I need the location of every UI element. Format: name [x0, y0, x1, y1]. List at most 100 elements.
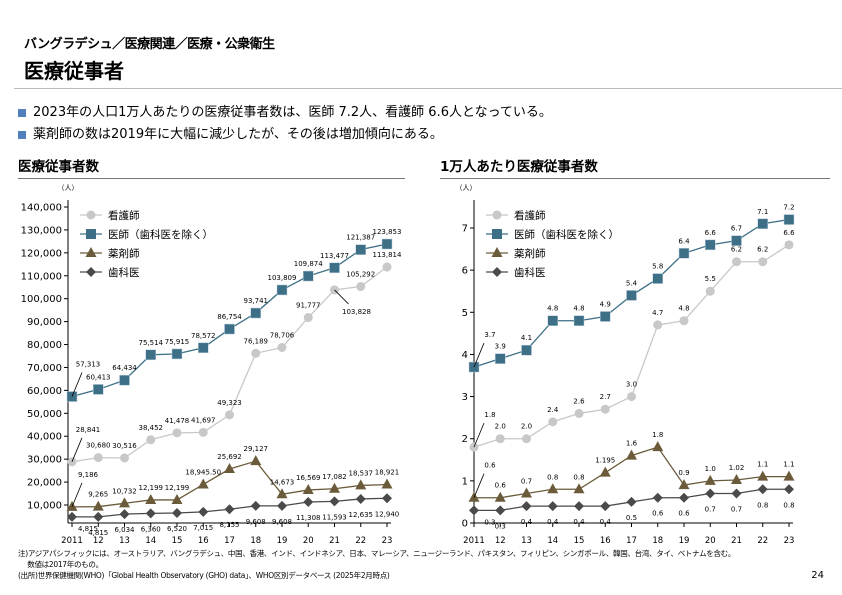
- marker-doctor: [355, 244, 366, 255]
- data-label-nurse: 30,516: [112, 442, 137, 450]
- data-label-nurse: 3.0: [626, 381, 637, 389]
- y-tick-label: 110,000: [21, 271, 62, 282]
- data-label-pharmacist: 29,127: [244, 445, 269, 453]
- x-tick-label: 20: [303, 536, 314, 546]
- y-tick-label: 50,000: [27, 409, 62, 420]
- marker-nurse: [627, 392, 636, 402]
- data-label-nurse: 49,323: [217, 399, 242, 407]
- marker-nurse: [522, 434, 531, 444]
- marker-doctor: [678, 248, 690, 259]
- data-label-nurse: 28,841: [76, 426, 101, 434]
- marker-doctor: [224, 323, 235, 335]
- data-label-dentist: 0.5: [626, 514, 637, 522]
- data-label-pharmacist: 0.8: [547, 473, 558, 481]
- y-tick-label: 4: [462, 350, 468, 361]
- bullet-item: 2023年の人口1万人あたりの医療従事者数は、医師 7.2人、看護師 6.6人と…: [18, 102, 552, 124]
- marker-dentist: [145, 508, 156, 519]
- data-label-doctor: 7.2: [783, 204, 794, 212]
- marker-dentist: [329, 496, 340, 507]
- marker-pharmacist: [329, 482, 340, 493]
- y-tick-label: 2: [462, 434, 468, 445]
- x-tick-label: 19: [277, 536, 288, 546]
- marker-nurse: [758, 257, 768, 267]
- y-tick-label: 70,000: [27, 363, 62, 374]
- data-label-pharmacist: 1.6: [626, 440, 638, 448]
- marker-doctor: [783, 214, 795, 225]
- data-label-nurse: 78,706: [270, 332, 295, 340]
- legend-marker-pharmacist: [85, 247, 97, 257]
- legend-label-nurse: 看護師: [514, 209, 546, 222]
- data-label-nurse: 103,828: [342, 308, 371, 316]
- marker-dentist: [600, 501, 611, 512]
- y-tick-label: 1: [462, 476, 468, 487]
- marker-pharmacist: [276, 488, 288, 499]
- legend-label-nurse: 看護師: [108, 209, 140, 222]
- legend-marker-dentist: [86, 267, 96, 277]
- marker-dentist: [731, 488, 742, 499]
- marker-nurse: [120, 453, 129, 463]
- data-label-pharmacist: 0.9: [678, 469, 689, 477]
- data-label-nurse: 5.5: [705, 275, 716, 283]
- footnote-year: 数値は2017年のもの。: [18, 560, 103, 569]
- legend-label-pharmacist: 薬剤師: [514, 247, 546, 260]
- data-label-dentist: 11,308: [296, 514, 321, 522]
- left-chart-divider: [18, 178, 405, 179]
- marker-doctor: [93, 384, 104, 395]
- data-label-doctor: 75,514: [139, 339, 164, 347]
- data-label-doctor: 5.4: [626, 279, 638, 287]
- legend-marker-doctor: [86, 229, 96, 239]
- marker-nurse: [600, 404, 610, 414]
- data-label-pharmacist: 1.1: [783, 461, 794, 469]
- y-tick-label: 90,000: [27, 317, 62, 328]
- marker-nurse: [548, 417, 558, 427]
- x-tick-label: 17: [224, 536, 235, 546]
- data-label-doctor: 3.9: [495, 343, 506, 351]
- data-label-doctor: 64,434: [112, 364, 137, 372]
- bullet-text: 薬剤師の数は2019年に大幅に減少したが、その後は増加傾向にある。: [33, 127, 443, 142]
- data-label-nurse: 2.6: [573, 397, 585, 405]
- data-label-nurse: 6.6: [783, 229, 795, 237]
- leader-line: [473, 422, 485, 448]
- data-label-dentist: 0.3: [484, 518, 495, 526]
- data-label-dentist: 0.4: [547, 518, 559, 526]
- data-label-pharmacist: 9,186: [78, 471, 99, 479]
- breadcrumb: バングラデシュ／医療関連／医療・公衆衛生: [24, 37, 275, 52]
- data-label-nurse: 2.0: [521, 423, 532, 431]
- x-tick-label: 16: [198, 536, 209, 546]
- data-label-doctor: 4.8: [573, 305, 584, 313]
- data-label-dentist: 0.3: [495, 522, 506, 530]
- x-tick-label: 12: [495, 536, 506, 546]
- data-label-doctor: 6.7: [731, 225, 742, 233]
- y-tick-label: 130,000: [21, 225, 62, 236]
- marker-doctor: [626, 290, 637, 301]
- data-label-pharmacist: 1.195: [595, 457, 615, 465]
- data-label-pharmacist: 1.02: [729, 464, 745, 472]
- data-label-pharmacist: 1.1: [757, 461, 768, 469]
- marker-nurse: [303, 313, 313, 323]
- x-tick-label: 22: [355, 536, 366, 546]
- x-tick-label: 20: [705, 536, 716, 546]
- data-label-dentist: 12,940: [375, 510, 400, 518]
- marker-dentist: [224, 504, 235, 515]
- data-label-doctor: 57,313: [76, 361, 101, 369]
- data-label-pharmacist: 10,732: [112, 487, 137, 495]
- data-label-dentist: 0.6: [652, 510, 664, 518]
- marker-dentist: [679, 492, 689, 503]
- y-tick-label: 30,000: [27, 455, 62, 466]
- data-label-pharmacist: 1.8: [652, 431, 663, 439]
- marker-doctor: [250, 307, 261, 319]
- y-unit-label: （人）: [456, 184, 477, 192]
- marker-nurse: [705, 286, 715, 296]
- legend-label-doctor: 医師（歯科医を除く）: [514, 228, 619, 241]
- data-label-doctor: 123,853: [373, 228, 402, 236]
- marker-doctor: [303, 270, 314, 282]
- marker-pharmacist: [626, 449, 637, 460]
- marker-pharmacist: [494, 491, 506, 502]
- marker-nurse: [198, 427, 208, 437]
- data-label-dentist: 6,034: [114, 526, 135, 534]
- footnote-regions: 注)アジアパシフィックには、オーストラリア、バングラデシュ、中国、香港、インド、…: [18, 549, 736, 558]
- data-label-doctor: 113,477: [320, 252, 349, 260]
- data-label-nurse: 2.7: [600, 393, 611, 401]
- marker-pharmacist: [302, 483, 314, 494]
